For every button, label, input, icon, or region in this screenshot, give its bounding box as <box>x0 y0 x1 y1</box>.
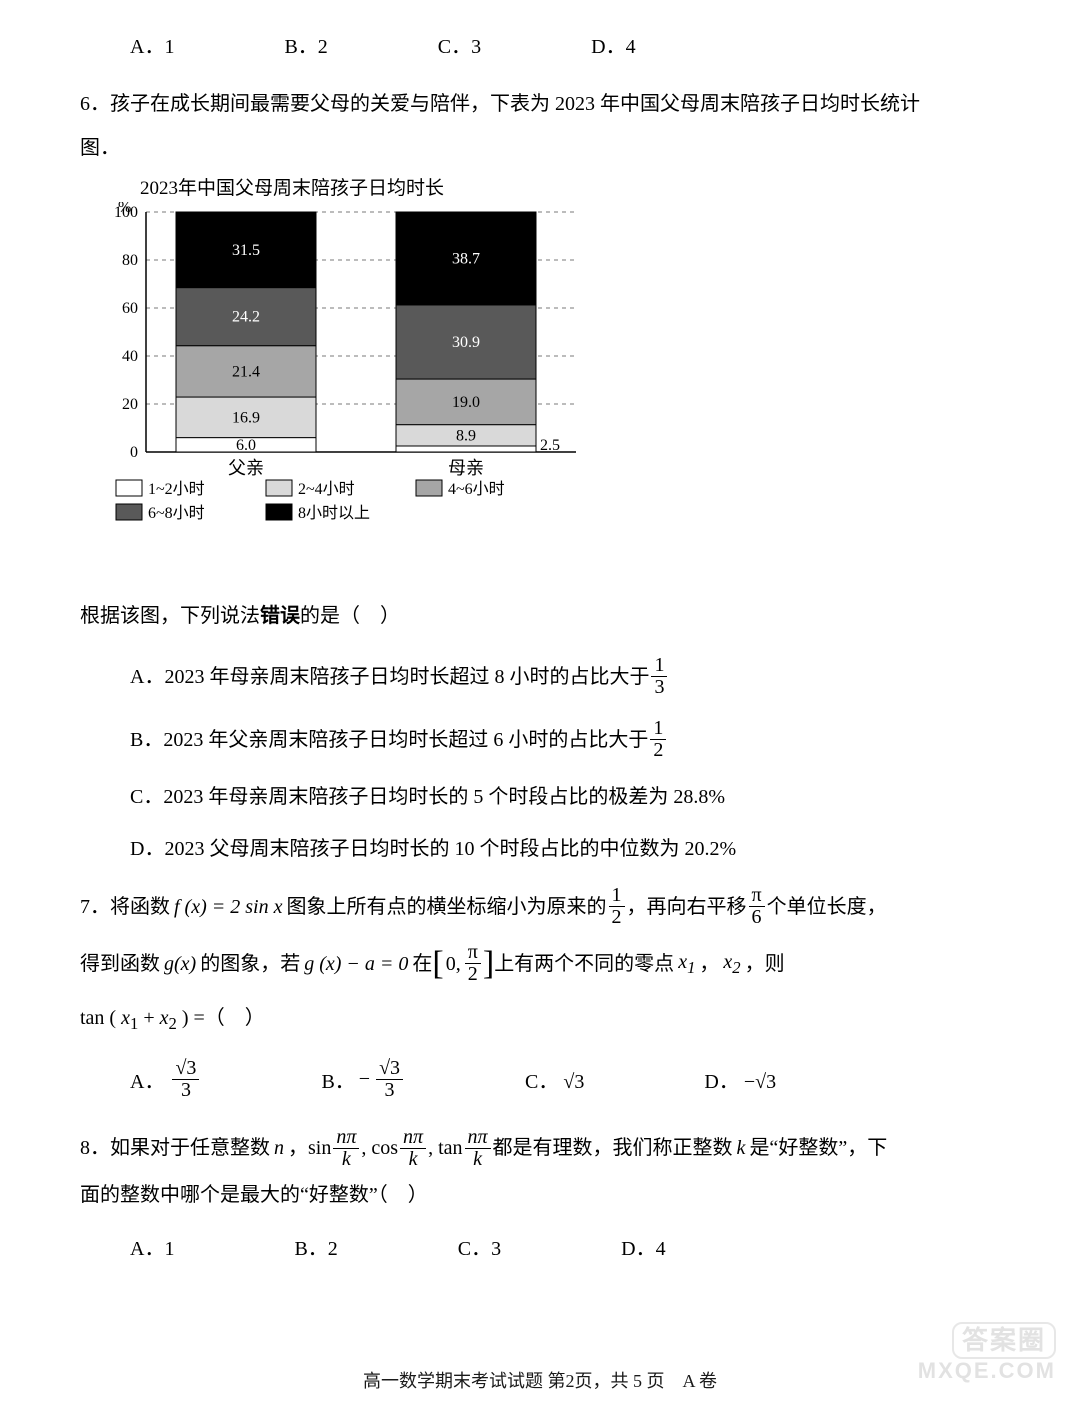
q5-opt-c: C．3 <box>438 30 481 59</box>
fraction-1-2: 1 2 <box>650 718 666 761</box>
q5-options: A．1 B．2 C．3 D．4 <box>80 30 1000 59</box>
q8-opt-b: B．2 <box>294 1232 337 1261</box>
q8-l1c: 都是有理数，我们称正整数 <box>493 1129 733 1167</box>
q8-opt-a: A．1 <box>130 1232 174 1261</box>
fraction-half: 1 2 <box>609 885 625 928</box>
svg-text:0: 0 <box>130 444 138 461</box>
q6-opt-a-text: A．2023 年母亲周末陪孩子日均时长超过 8 小时的占比大于 <box>130 661 649 693</box>
q7-l1d: ，再向右平移 <box>627 888 747 926</box>
q7-gxa: g (x) − a = 0 <box>304 945 408 983</box>
q6-opt-b-text: B．2023 年父亲周末陪孩子日均时长超过 6 小时的占比大于 <box>130 724 648 756</box>
svg-text:19.0: 19.0 <box>452 394 480 411</box>
exam-page: A．1 B．2 C．3 D．4 6．孩子在成长期间最需要父母的关爱与陪伴，下表为… <box>0 0 1080 1411</box>
q6-prompt: 根据该图，下列说法错误的是（ ） <box>80 597 1000 635</box>
q7-line2: 得到函数 g(x) 的图象，若 g (x) − a = 0 在 [ 0, π 2… <box>80 942 1000 985</box>
svg-text:6.0: 6.0 <box>236 437 256 454</box>
q7-l1b: 图象上所有点的横坐标缩小为原来的 <box>287 888 607 926</box>
q8-opt-c: C．3 <box>458 1232 501 1261</box>
svg-text:80: 80 <box>122 252 138 269</box>
svg-text:40: 40 <box>122 348 138 365</box>
frac-npi-k-1: nπ k <box>333 1127 359 1170</box>
q7-line1: 7．将函数 f (x) = 2 sin x 图象上所有点的横坐标缩小为原来的 1… <box>80 885 1000 928</box>
svg-text:30.9: 30.9 <box>452 334 480 351</box>
q7-fx: f (x) = 2 sin x <box>174 888 283 926</box>
q8-sin: sin <box>308 1129 331 1167</box>
chart-svg: 020406080100%6.016.921.424.231.5父亲2.58.9… <box>90 202 584 582</box>
q7-line3: tan ( x1 + x2 ) =（ ） <box>80 999 1000 1040</box>
q6-prompt-bold: 错误 <box>260 605 300 627</box>
q7-l1a: 7．将函数 <box>80 888 170 926</box>
fraction-pi-6: π 6 <box>749 885 765 928</box>
q7-opt-c: C． √3 <box>525 1065 584 1094</box>
q8-l1a: 8．如果对于任意整数 <box>80 1129 270 1167</box>
q6-stem-line2: 图． <box>80 129 1000 167</box>
q5-opt-b: B．2 <box>284 30 327 59</box>
q8-options: A．1 B．2 C．3 D．4 <box>80 1232 1000 1261</box>
svg-text:2~4小时: 2~4小时 <box>298 480 355 498</box>
q8-line2: 面的整数中哪个是最大的“好整数”（ ） <box>80 1176 1000 1214</box>
frac-npi-k-3: nπ k <box>465 1127 491 1170</box>
svg-text:24.2: 24.2 <box>232 309 260 326</box>
watermark: 答案圈 MXQE.COM <box>918 1322 1056 1383</box>
svg-text:8.9: 8.9 <box>456 427 476 444</box>
q6-options: A．2023 年母亲周末陪孩子日均时长超过 8 小时的占比大于 1 3 B．20… <box>80 655 1000 865</box>
watermark-en: MXQE.COM <box>918 1358 1056 1383</box>
svg-text:8小时以上: 8小时以上 <box>298 504 370 522</box>
fraction-1-3: 1 3 <box>651 655 667 698</box>
svg-text:20: 20 <box>122 396 138 413</box>
q8-opt-d: D．4 <box>621 1232 665 1261</box>
q7-opt-d: D． −√3 <box>704 1065 776 1094</box>
q6-prompt-tail: 的是（ ） <box>300 605 400 627</box>
q8-line1: 8．如果对于任意整数 n ， sin nπ k , cos nπ k , tan… <box>80 1127 1000 1170</box>
q7-l2d: 在 <box>412 945 432 983</box>
q7-x1: x1 <box>678 943 695 984</box>
q7-l2f: ，则 <box>745 945 785 983</box>
q6-opt-a: A．2023 年母亲周末陪孩子日均时长超过 8 小时的占比大于 1 3 <box>130 655 1000 698</box>
frac-npi-k-2: nπ k <box>400 1127 426 1170</box>
svg-text:60: 60 <box>122 300 138 317</box>
q6-opt-c: C．2023 年母亲周末陪孩子日均时长的 5 个时段占比的极差为 28.8% <box>130 781 1000 813</box>
chart-title: 2023年中国父母周末陪孩子日均时长 <box>80 173 1000 200</box>
q7-l2b: 的图象，若 <box>200 945 300 983</box>
q6-prompt-pre: 根据该图，下列说法 <box>80 605 260 627</box>
q6-opt-b: B．2023 年父亲周末陪孩子日均时长超过 6 小时的占比大于 1 2 <box>130 718 1000 761</box>
svg-text:父亲: 父亲 <box>228 458 264 478</box>
svg-text:1~2小时: 1~2小时 <box>148 480 205 498</box>
q7-tan: tan ( x1 + x2 ) = <box>80 1007 205 1029</box>
q7-l2a: 得到函数 <box>80 945 160 983</box>
svg-text:2.5: 2.5 <box>540 437 560 454</box>
fraction-pi-2: π 2 <box>465 942 481 985</box>
q5-opt-a: A．1 <box>130 30 174 59</box>
watermark-cn: 答案圈 <box>952 1322 1056 1359</box>
q6-stem-line1: 6．孩子在成长期间最需要父母的关爱与陪伴，下表为 2023 年中国父母周末陪孩子… <box>80 85 1000 123</box>
q7-options: A． √3 3 B． − √3 3 C． √3 D． −√3 <box>80 1058 1000 1101</box>
interval-0: 0, <box>446 945 461 983</box>
q7-l2e: 上有两个不同的零点 <box>494 945 674 983</box>
svg-text:38.7: 38.7 <box>452 250 480 267</box>
svg-text:6~8小时: 6~8小时 <box>148 504 205 522</box>
q8-n: n <box>274 1129 284 1167</box>
q7-opt-b: B． − √3 3 <box>321 1058 405 1101</box>
q6-opt-d: D．2023 父母周末陪孩子日均时长的 10 个时段占比的中位数为 20.2% <box>130 833 1000 865</box>
svg-text:%: % <box>118 202 131 216</box>
q8-l1b: ， <box>288 1129 308 1167</box>
svg-text:4~6小时: 4~6小时 <box>448 480 505 498</box>
q7-opt-a: A． √3 3 <box>130 1058 201 1101</box>
q5-opt-d: D．4 <box>591 30 635 59</box>
svg-text:21.4: 21.4 <box>232 363 260 380</box>
svg-text:31.5: 31.5 <box>232 242 260 259</box>
q7-x2: x2 <box>723 943 740 984</box>
svg-text:母亲: 母亲 <box>448 458 484 478</box>
q8-l1d: 是“好整数”，下 <box>749 1129 887 1167</box>
q8-k: k <box>737 1129 746 1167</box>
q7-l1f: 个单位长度， <box>767 888 887 926</box>
stacked-bar-chart: 020406080100%6.016.921.424.231.5父亲2.58.9… <box>90 202 1000 587</box>
svg-text:16.9: 16.9 <box>232 409 260 426</box>
q7-gx: g(x) <box>164 945 196 983</box>
